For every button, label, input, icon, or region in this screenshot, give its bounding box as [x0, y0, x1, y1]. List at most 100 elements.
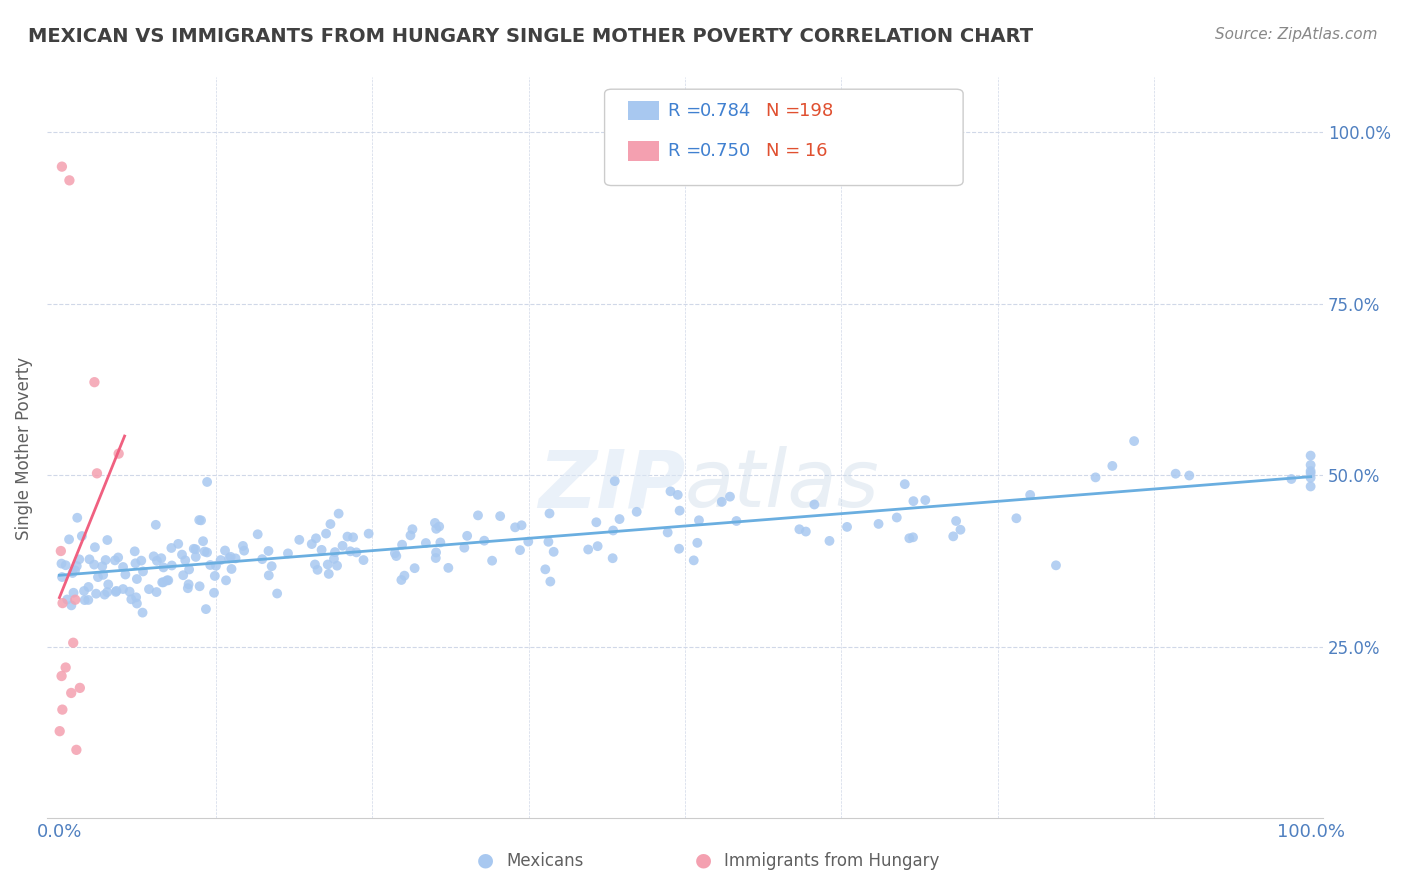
Point — [626, 505, 648, 519]
Point — [94, 553, 117, 567]
Point — [517, 534, 540, 549]
Point — [415, 536, 437, 550]
Point — [467, 508, 489, 523]
Text: Immigrants from Hungary: Immigrants from Hungary — [724, 852, 939, 870]
Point — [48, 724, 70, 739]
Point — [266, 586, 288, 600]
Point — [1019, 488, 1042, 502]
Point — [56, 592, 79, 607]
Point — [67, 552, 90, 566]
Point — [156, 574, 179, 588]
Point — [51, 557, 73, 571]
Text: N =: N = — [766, 142, 806, 160]
Point — [657, 525, 679, 540]
Point — [425, 522, 447, 536]
Point — [576, 542, 599, 557]
Point — [481, 554, 503, 568]
Point — [257, 544, 280, 558]
Point — [114, 567, 136, 582]
Point — [167, 537, 190, 551]
Point — [93, 588, 115, 602]
Point — [1005, 511, 1028, 525]
Point — [307, 563, 329, 577]
Point — [1299, 458, 1322, 472]
Point — [84, 587, 107, 601]
Point — [60, 599, 83, 613]
Point — [538, 574, 561, 589]
Text: 16: 16 — [799, 142, 827, 160]
Point — [219, 549, 242, 564]
Point — [83, 375, 105, 389]
Point — [257, 568, 280, 582]
Point — [87, 570, 110, 584]
Point — [1299, 449, 1322, 463]
Point — [174, 553, 197, 567]
Point — [437, 561, 460, 575]
Point — [184, 542, 207, 557]
Point — [84, 540, 107, 554]
Point — [288, 533, 311, 547]
Text: 198: 198 — [799, 102, 832, 120]
Point — [51, 669, 73, 683]
Point — [336, 530, 359, 544]
Point — [1164, 467, 1187, 481]
Point — [357, 526, 380, 541]
Point — [91, 559, 114, 574]
Point — [65, 743, 87, 757]
Point — [453, 541, 475, 555]
Point — [250, 552, 273, 566]
Point — [1299, 479, 1322, 493]
Point — [686, 536, 709, 550]
Point — [183, 541, 205, 556]
Point — [835, 520, 858, 534]
Point — [73, 593, 96, 607]
Point — [91, 567, 114, 582]
Point — [51, 160, 73, 174]
Point — [803, 498, 825, 512]
Point — [232, 539, 254, 553]
Point — [903, 494, 925, 508]
Point — [184, 549, 207, 564]
Point — [233, 543, 256, 558]
Point — [510, 518, 533, 533]
Point — [425, 551, 447, 566]
Point — [1279, 472, 1302, 486]
Text: atlas: atlas — [685, 446, 880, 524]
Point — [718, 490, 741, 504]
Point — [537, 534, 560, 549]
Point — [218, 551, 240, 566]
Point — [112, 560, 135, 574]
Point — [404, 561, 426, 575]
Point — [215, 574, 238, 588]
Text: MEXICAN VS IMMIGRANTS FROM HUNGARY SINGLE MOTHER POVERTY CORRELATION CHART: MEXICAN VS IMMIGRANTS FROM HUNGARY SINGL… — [28, 27, 1033, 45]
Point — [323, 552, 346, 566]
Point — [191, 534, 214, 549]
Point — [668, 541, 690, 556]
Point — [188, 513, 211, 527]
Point — [602, 524, 624, 538]
Point — [214, 543, 236, 558]
Point — [70, 529, 93, 543]
Point — [666, 488, 689, 502]
Point — [195, 475, 218, 489]
Point — [125, 597, 148, 611]
Point — [62, 566, 84, 580]
Point — [585, 516, 607, 530]
Point — [51, 570, 73, 584]
Point — [77, 580, 100, 594]
Point — [898, 531, 921, 545]
Point — [318, 566, 340, 581]
Point — [132, 565, 155, 579]
Point — [1045, 558, 1067, 573]
Point — [107, 550, 129, 565]
Point — [79, 552, 101, 566]
Point — [49, 544, 72, 558]
Point — [659, 484, 682, 499]
Point — [385, 549, 408, 563]
Point — [55, 558, 77, 573]
Text: ●: ● — [477, 851, 494, 870]
Point — [209, 553, 232, 567]
Text: Mexicans: Mexicans — [506, 852, 583, 870]
Text: R =: R = — [668, 102, 707, 120]
Point — [1299, 471, 1322, 485]
